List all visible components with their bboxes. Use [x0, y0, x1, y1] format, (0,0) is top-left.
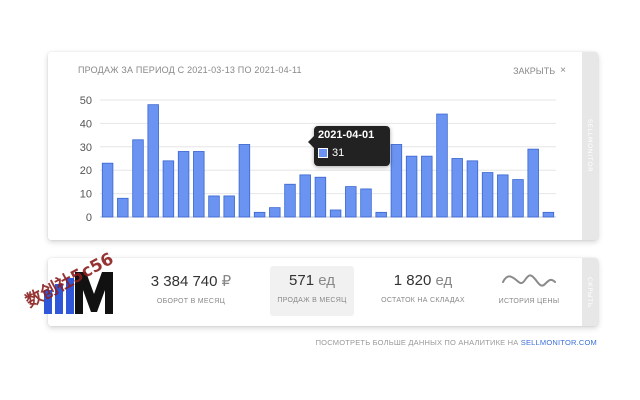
- bar-2021-03-30[interactable]: [360, 188, 372, 218]
- tooltip-swatch: [318, 148, 328, 158]
- sales-label: ПРОДАЖ В МЕСЯЦ: [277, 297, 347, 304]
- bar-2021-03-25[interactable]: [284, 183, 296, 218]
- chart-tooltip: 2021-04-01 31: [308, 126, 390, 166]
- bar-2021-03-22[interactable]: [238, 144, 251, 218]
- sales-stat[interactable]: 571 ед ПРОДАЖ В МЕСЯЦ: [270, 266, 354, 316]
- bar-2021-04-04[interactable]: [436, 113, 448, 218]
- stock-label: ОСТАТОК НА СКЛАДАХ: [381, 297, 465, 304]
- stock-stat: 1 820 ед ОСТАТОК НА СКЛАДАХ: [368, 266, 478, 316]
- bar-2021-03-19[interactable]: [193, 151, 205, 218]
- sales-bar-chart: 0 10 20 30 40 50: [80, 95, 556, 224]
- sellmonitor-link[interactable]: SELLMONITOR.COM: [520, 338, 597, 347]
- tooltip-value: 31: [332, 147, 345, 159]
- turnover-value: 3 384 740: [150, 273, 218, 290]
- side-tab-label: SELLMONITOR: [586, 119, 594, 173]
- bar-2021-03-21[interactable]: [223, 195, 235, 218]
- bar-2021-04-02[interactable]: [405, 155, 418, 218]
- bar-2021-03-24[interactable]: [269, 207, 281, 218]
- turnover-unit: ₽: [221, 273, 232, 290]
- stock-value: 1 820: [393, 272, 432, 289]
- bar-2021-04-10[interactable]: [527, 148, 539, 218]
- y-tick-label: 20: [80, 165, 92, 177]
- turnover-stat: 3 384 740 ₽ ОБОРОТ В МЕСЯЦ: [136, 266, 246, 316]
- bar-2021-03-13[interactable]: [101, 162, 114, 218]
- bar-2021-04-07[interactable]: [481, 172, 494, 218]
- bar-2021-03-26[interactable]: [299, 174, 311, 218]
- bar-2021-03-23[interactable]: [253, 211, 266, 218]
- price-history-sparkline-icon: [502, 274, 556, 287]
- bar-2021-03-31[interactable]: [375, 211, 387, 218]
- bar-2021-03-20[interactable]: [208, 195, 220, 218]
- footer-analytics: ПОСМОТРЕТЬ БОЛЬШЕ ДАННЫХ ПО АНАЛИТИКЕ НА…: [0, 338, 597, 347]
- sales-chart-panel: ПРОДАЖ ЗА ПЕРИОД С 2021-03-13 ПО 2021-04…: [48, 52, 598, 240]
- turnover-label: ОБОРОТ В МЕСЯЦ: [156, 298, 226, 305]
- bar-2021-04-11[interactable]: [542, 211, 555, 218]
- y-tick-label: 50: [80, 95, 92, 107]
- bar-2021-04-03[interactable]: [421, 155, 433, 218]
- bar-2021-03-15[interactable]: [132, 139, 144, 218]
- close-label: ЗАКРЫТЬ: [513, 65, 556, 76]
- hide-side-tab[interactable]: СКРЫТЬ: [582, 258, 598, 326]
- price-history-button[interactable]: ИСТОРИЯ ЦЕНЫ: [486, 266, 572, 316]
- sales-value: 571: [289, 272, 315, 289]
- bar-2021-04-09[interactable]: [512, 179, 524, 218]
- tooltip-date: 2021-04-01: [318, 129, 375, 141]
- sellmonitor-side-tab[interactable]: SELLMONITOR: [582, 52, 598, 240]
- footer-text: ПОСМОТРЕТЬ БОЛЬШЕ ДАННЫХ ПО АНАЛИТИКЕ НА: [315, 338, 521, 347]
- y-tick-label: 0: [86, 212, 92, 224]
- close-button[interactable]: ЗАКРЫТЬ ×: [513, 65, 566, 76]
- bar-2021-03-17[interactable]: [162, 160, 175, 218]
- bar-2021-03-27[interactable]: [314, 176, 327, 218]
- sellmonitor-logo-icon: [44, 272, 113, 314]
- chart-title: ПРОДАЖ ЗА ПЕРИОД С 2021-03-13 ПО 2021-04…: [78, 65, 302, 75]
- close-icon: ×: [560, 65, 566, 76]
- bar-2021-03-16[interactable]: [147, 104, 159, 218]
- bar-2021-04-01[interactable]: [390, 144, 403, 218]
- bar-2021-03-18[interactable]: [177, 151, 190, 218]
- y-tick-label: 10: [80, 189, 92, 201]
- bar-2021-04-06[interactable]: [466, 160, 479, 218]
- bar-2021-03-28[interactable]: [329, 209, 342, 218]
- tooltip-row: 31: [318, 147, 344, 159]
- price-history-label: ИСТОРИЯ ЦЕНЫ: [498, 298, 560, 305]
- bar-2021-03-14[interactable]: [117, 197, 129, 218]
- sales-unit: ед: [318, 272, 335, 289]
- hide-tab-label: СКРЫТЬ: [586, 276, 594, 308]
- y-tick-label: 30: [80, 142, 92, 154]
- bar-2021-03-29[interactable]: [345, 186, 357, 218]
- bar-2021-04-08[interactable]: [497, 174, 509, 218]
- y-tick-label: 40: [80, 118, 92, 130]
- bar-2021-04-05[interactable]: [451, 158, 463, 218]
- stats-panel: 3 384 740 ₽ ОБОРОТ В МЕСЯЦ 571 ед ПРОДАЖ…: [44, 258, 598, 326]
- stock-unit: ед: [435, 272, 453, 289]
